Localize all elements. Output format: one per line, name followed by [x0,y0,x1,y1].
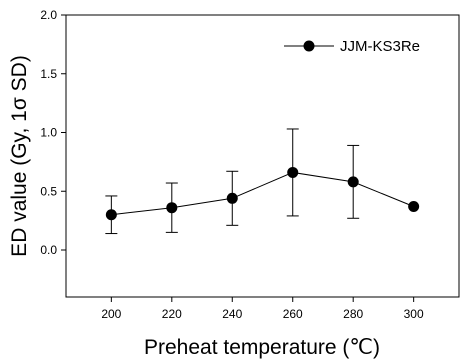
x-axis-title: Preheat temperature (℃) [144,336,380,359]
data-point [347,176,359,188]
data-point [105,209,117,221]
x-axis-ticks: 200 220 240 260 280 300 [101,297,424,321]
plot-frame [65,14,460,298]
series-line [111,171,414,216]
data-point [166,202,178,214]
x-tick-label: 300 [404,307,424,321]
x-tick-label: 260 [283,307,303,321]
x-tick-label: 220 [162,307,182,321]
data-point [287,166,299,178]
y-axis-ticks: 0.0 0.5 1.0 1.5 2.0 [40,8,66,257]
y-tick-label: 0.0 [40,243,57,257]
data-point [226,192,238,204]
y-axis-title: ED value (Gy, 1σ SD) [8,55,31,257]
legend-marker [303,40,315,52]
x-tick-label: 200 [101,307,121,321]
y-tick-label: 2.0 [40,8,57,22]
legend: JJM-KS3Re [284,38,420,55]
y-tick-label: 0.5 [40,184,57,198]
x-tick-label: 240 [222,307,242,321]
data-point [408,201,420,213]
y-tick-label: 1.5 [40,67,57,81]
series-layer [105,128,420,235]
x-tick-label: 280 [343,307,363,321]
y-tick-label: 1.0 [40,126,57,140]
legend-label: JJM-KS3Re [340,38,420,55]
